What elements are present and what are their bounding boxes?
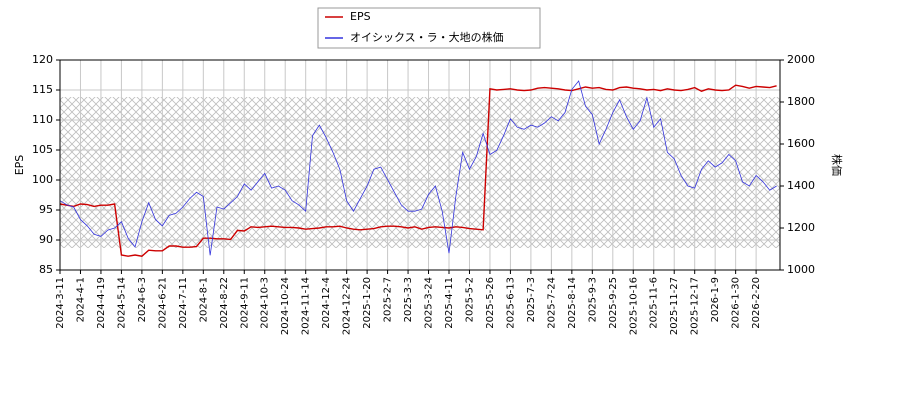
y2-tick-label: 1400 [787, 179, 815, 192]
series-line [59, 84, 777, 257]
y-tick-label: 100 [32, 173, 53, 186]
y2-tick-label: 1200 [787, 221, 815, 234]
x-tick-label: 2025-9-25 [608, 277, 619, 329]
x-tick-label: 2025-1-20 [362, 277, 373, 329]
axes: 85 90 95 100 105 110 115 120 1000 1200 1400 1600 180… [32, 53, 815, 335]
x-tick-label: 2024-8-22 [219, 277, 230, 329]
x-tick-label: 2024-12-24 [342, 277, 353, 335]
x-tick-label: 2024-6-3 [137, 277, 148, 322]
x-tick-label: 2025-5-26 [485, 277, 496, 329]
x-tick-label: 2024-7-11 [178, 277, 189, 329]
y-axis-label: EPS [13, 155, 26, 176]
plot-frame [59, 59, 781, 271]
legend-box [317, 7, 541, 49]
x-tick-label: 2025-11-6 [649, 277, 660, 329]
x-tick-label: 2024-8-1 [198, 277, 209, 322]
x-tick-label: 2024-3-11 [55, 277, 66, 329]
x-tick-label: 2025-9-3 [587, 277, 598, 322]
y2-axis-label: 株価 [830, 154, 844, 176]
y2-tick-label: 1800 [787, 95, 815, 108]
x-tick-label: 2024-9-11 [239, 277, 250, 329]
x-tick-label: 2024-10-3 [260, 277, 271, 329]
legend-label: オイシックス・ラ・大地の株価 [350, 30, 504, 44]
x-tick-label: 2025-10-16 [628, 277, 639, 335]
x-tick-label: 2025-8-14 [567, 277, 578, 329]
y-tick-label: 95 [39, 203, 53, 216]
y-tick-label: 115 [32, 83, 53, 96]
x-tick-label: 2025-7-24 [546, 277, 557, 329]
x-tick-label: 2026-2-20 [751, 277, 762, 329]
y-tick-label: 120 [32, 53, 53, 66]
x-tick-label: 2026-1-30 [731, 277, 742, 329]
x-tick-label: 2024-12-4 [321, 277, 332, 329]
x-tick-label: 2025-7-3 [526, 277, 537, 322]
x-tick-label: 2025-4-11 [444, 277, 455, 329]
y2-tick-label: 1600 [787, 137, 815, 150]
series-line [59, 80, 777, 256]
x-tick-label: 2024-4-1 [75, 277, 86, 322]
x-tick-label: 2024-10-24 [280, 277, 291, 335]
x-tick-label: 2024-4-19 [96, 277, 107, 329]
y2-tick-label: 2000 [787, 53, 815, 66]
x-tick-label: 2025-11-27 [669, 277, 680, 335]
x-tick-label: 2025-12-17 [690, 277, 701, 335]
x-tick-label: 2024-11-14 [301, 277, 312, 335]
hatched-band [60, 97, 780, 248]
legend: EPS オイシックス・ラ・大地の株価 [317, 7, 541, 49]
y-tick-label: 105 [32, 143, 53, 156]
y-tick-label: 90 [39, 233, 53, 246]
lines [59, 80, 777, 257]
x-tick-label: 2025-3-3 [403, 277, 414, 322]
x-tick-label: 2026-1-9 [710, 277, 721, 322]
x-tick-label: 2025-6-13 [505, 277, 516, 329]
y-tick-label: 85 [39, 263, 53, 276]
x-tick-label: 2025-2-7 [383, 277, 394, 322]
x-tick-label: 2025-3-24 [424, 277, 435, 329]
x-tick-label: 2024-6-21 [157, 277, 168, 329]
y2-tick-label: 1000 [787, 263, 815, 276]
x-tick-label: 2024-5-14 [116, 277, 127, 329]
y-tick-label: 110 [32, 113, 53, 126]
legend-label: EPS [350, 10, 371, 23]
x-tick-label: 2025-5-2 [464, 277, 475, 322]
